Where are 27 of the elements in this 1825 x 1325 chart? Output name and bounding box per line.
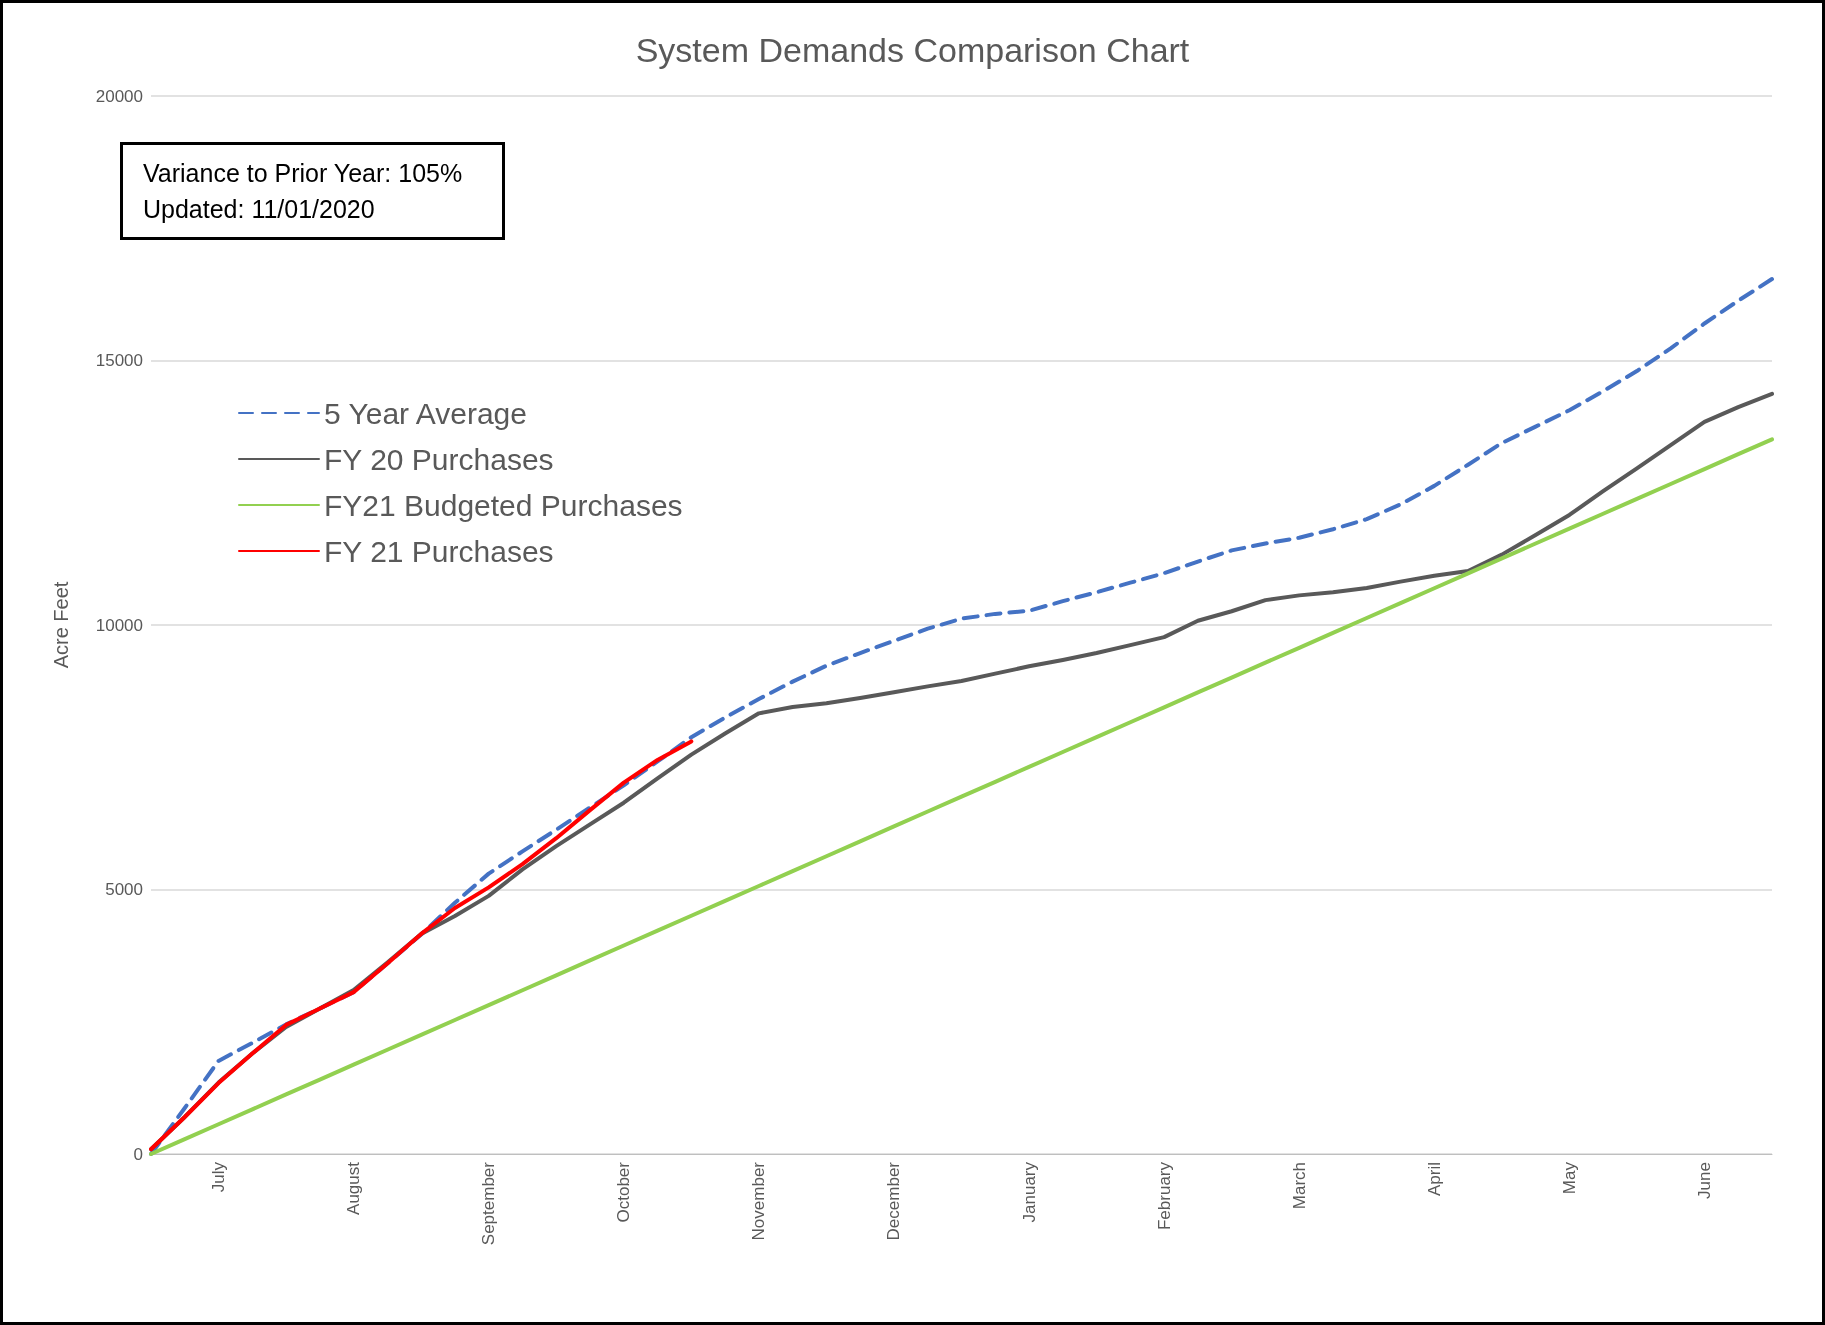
x-tick-label: February <box>1154 1161 1174 1231</box>
x-tick-label: September <box>479 1161 499 1246</box>
x-tick-label: November <box>749 1161 769 1241</box>
annotation: Updated: 11/01/2020 <box>143 194 376 225</box>
x-tick-label: April <box>1424 1162 1444 1197</box>
y-tick-label: 20000 <box>95 86 143 106</box>
legend-label: 5 Year Average <box>324 396 527 430</box>
y-tick-label: 5000 <box>105 880 143 899</box>
y-tick-label: 15000 <box>95 351 143 370</box>
x-tick-label: January <box>1019 1161 1039 1223</box>
x-tick-label: December <box>884 1161 904 1241</box>
y-tick-label: 10000 <box>95 615 143 635</box>
line-series <box>149 739 694 1152</box>
x-tick-label: March <box>1289 1162 1309 1210</box>
annotation: Variance to Prior Year: 105% <box>143 158 464 189</box>
x-tick-label: October <box>614 1161 634 1223</box>
legend-label: FY 21 Purchases <box>324 534 554 568</box>
note-box: Variance to Prior Year: 105% Updated: 11/01/2020 <box>120 142 505 240</box>
legend-label: FY 20 Purchases <box>324 442 554 476</box>
x-tick-label: August <box>344 1161 364 1215</box>
legend-label: FY21 Budgeted Purchases <box>324 488 683 522</box>
y-axis-title: Acre Feet <box>50 581 72 669</box>
x-tick-label: July <box>209 1161 229 1193</box>
y-tick-label: 0 <box>133 1144 143 1164</box>
chart-title: System Demands Comparison Chart <box>635 31 1190 69</box>
x-tick-label: May <box>1559 1161 1579 1195</box>
x-tick-label: June <box>1694 1162 1714 1199</box>
